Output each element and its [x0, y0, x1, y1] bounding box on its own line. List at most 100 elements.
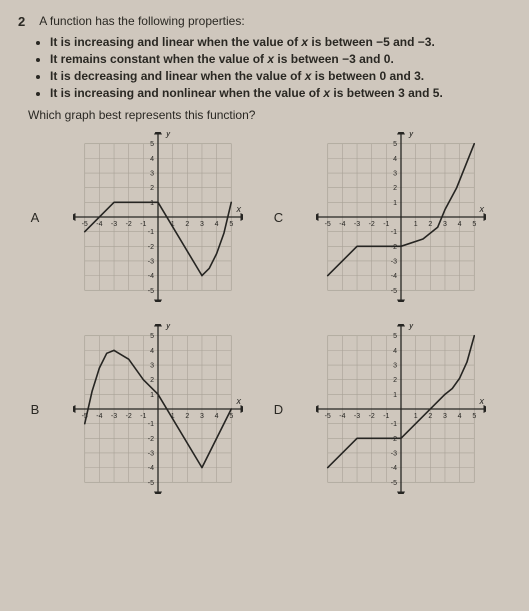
svg-text:-1: -1 — [148, 229, 154, 236]
chart-a: -5-4-3-2-112345-5-4-3-2-112345yx — [58, 132, 258, 302]
option-letter-a: A — [24, 132, 48, 302]
svg-text:-1: -1 — [383, 413, 389, 420]
option-letter-c: C — [268, 132, 292, 302]
svg-text:-2: -2 — [125, 413, 131, 420]
svg-text:3: 3 — [200, 221, 204, 228]
svg-text:2: 2 — [150, 377, 154, 384]
svg-text:2: 2 — [185, 413, 189, 420]
svg-text:-3: -3 — [354, 413, 360, 420]
bullet-item: It remains constant when the value of x … — [50, 52, 511, 66]
svg-text:-5: -5 — [391, 288, 397, 295]
svg-text:-4: -4 — [391, 465, 397, 472]
svg-text:5: 5 — [393, 333, 397, 340]
svg-text:x: x — [479, 204, 485, 214]
option-letter-d: D — [268, 324, 292, 494]
svg-text:1: 1 — [150, 200, 154, 207]
svg-text:-4: -4 — [340, 413, 346, 420]
bullet-item: It is increasing and linear when the val… — [50, 35, 511, 49]
svg-text:-4: -4 — [148, 465, 154, 472]
svg-text:y: y — [165, 324, 171, 330]
svg-text:3: 3 — [150, 171, 154, 178]
svg-text:1: 1 — [393, 392, 397, 399]
svg-text:2: 2 — [429, 413, 433, 420]
svg-text:1: 1 — [150, 392, 154, 399]
svg-text:5: 5 — [473, 413, 477, 420]
svg-text:-1: -1 — [140, 413, 146, 420]
svg-text:-3: -3 — [111, 221, 117, 228]
svg-text:-2: -2 — [391, 244, 397, 251]
svg-text:-3: -3 — [354, 221, 360, 228]
svg-text:5: 5 — [229, 413, 233, 420]
svg-text:3: 3 — [200, 413, 204, 420]
svg-text:-2: -2 — [391, 436, 397, 443]
question-number: 2 — [18, 14, 25, 29]
svg-text:2: 2 — [429, 221, 433, 228]
svg-text:-2: -2 — [369, 413, 375, 420]
svg-text:2: 2 — [150, 185, 154, 192]
svg-text:-3: -3 — [391, 450, 397, 457]
svg-text:-5: -5 — [148, 480, 154, 487]
svg-text:-5: -5 — [325, 413, 331, 420]
svg-text:1: 1 — [414, 413, 418, 420]
svg-text:2: 2 — [393, 377, 397, 384]
svg-text:-1: -1 — [391, 421, 397, 428]
svg-text:-3: -3 — [148, 258, 154, 265]
svg-text:-2: -2 — [148, 436, 154, 443]
svg-text:3: 3 — [443, 221, 447, 228]
svg-text:-4: -4 — [96, 221, 102, 228]
question-prompt: Which graph best represents this functio… — [28, 108, 511, 122]
svg-text:-3: -3 — [391, 258, 397, 265]
svg-text:1: 1 — [414, 221, 418, 228]
svg-text:-1: -1 — [383, 221, 389, 228]
svg-text:x: x — [235, 396, 241, 406]
svg-text:4: 4 — [458, 413, 462, 420]
option-letter-b: B — [24, 324, 48, 494]
svg-text:4: 4 — [150, 348, 154, 355]
svg-text:5: 5 — [150, 333, 154, 340]
bullet-item: It is increasing and nonlinear when the … — [50, 86, 511, 100]
svg-text:2: 2 — [393, 185, 397, 192]
svg-text:4: 4 — [150, 156, 154, 163]
svg-text:y: y — [408, 132, 414, 138]
svg-text:3: 3 — [393, 171, 397, 178]
svg-text:y: y — [408, 324, 414, 330]
svg-text:-4: -4 — [148, 273, 154, 280]
svg-text:2: 2 — [185, 221, 189, 228]
bullet-item: It is decreasing and linear when the val… — [50, 69, 511, 83]
chart-d: -5 -4 -3 -2 -1 1 2 3 4 5 -5 -4 -3 -2 -1 1 2 3 4 5 y x — [302, 324, 502, 494]
bullet-list: It is increasing and linear when the val… — [50, 35, 511, 100]
svg-text:5: 5 — [229, 221, 233, 228]
svg-text:-2: -2 — [148, 244, 154, 251]
svg-text:5: 5 — [393, 141, 397, 148]
svg-text:-4: -4 — [391, 273, 397, 280]
svg-text:-5: -5 — [325, 221, 331, 228]
svg-text:x: x — [479, 396, 485, 406]
chart-b: -5-4-3-2-112345-5-4-3-2-112345yx — [58, 324, 258, 494]
svg-text:x: x — [235, 204, 241, 214]
svg-text:-2: -2 — [369, 221, 375, 228]
svg-text:y: y — [165, 132, 171, 138]
svg-text:3: 3 — [443, 413, 447, 420]
svg-text:4: 4 — [393, 348, 397, 355]
svg-text:-2: -2 — [125, 221, 131, 228]
svg-text:5: 5 — [473, 221, 477, 228]
svg-text:-4: -4 — [340, 221, 346, 228]
svg-text:-5: -5 — [81, 221, 87, 228]
svg-text:4: 4 — [393, 156, 397, 163]
svg-text:-1: -1 — [391, 229, 397, 236]
svg-text:4: 4 — [458, 221, 462, 228]
svg-text:1: 1 — [393, 200, 397, 207]
options-grid: A -5-4-3-2-112345-5-4-3-2-112345yx C -5-… — [24, 132, 501, 494]
question-stem: A function has the following properties: — [39, 14, 244, 29]
chart-c: -5 -4 -3 -2 -1 1 2 3 4 5 -5 -4 -3 -2 -1 1 2 3 4 5 y x — [302, 132, 502, 302]
svg-text:3: 3 — [150, 363, 154, 370]
svg-text:5: 5 — [150, 141, 154, 148]
svg-text:4: 4 — [214, 221, 218, 228]
svg-text:-3: -3 — [148, 450, 154, 457]
svg-text:-5: -5 — [391, 480, 397, 487]
svg-text:-4: -4 — [96, 413, 102, 420]
svg-text:-1: -1 — [148, 421, 154, 428]
svg-text:3: 3 — [393, 363, 397, 370]
svg-text:-1: -1 — [140, 221, 146, 228]
svg-text:4: 4 — [214, 413, 218, 420]
